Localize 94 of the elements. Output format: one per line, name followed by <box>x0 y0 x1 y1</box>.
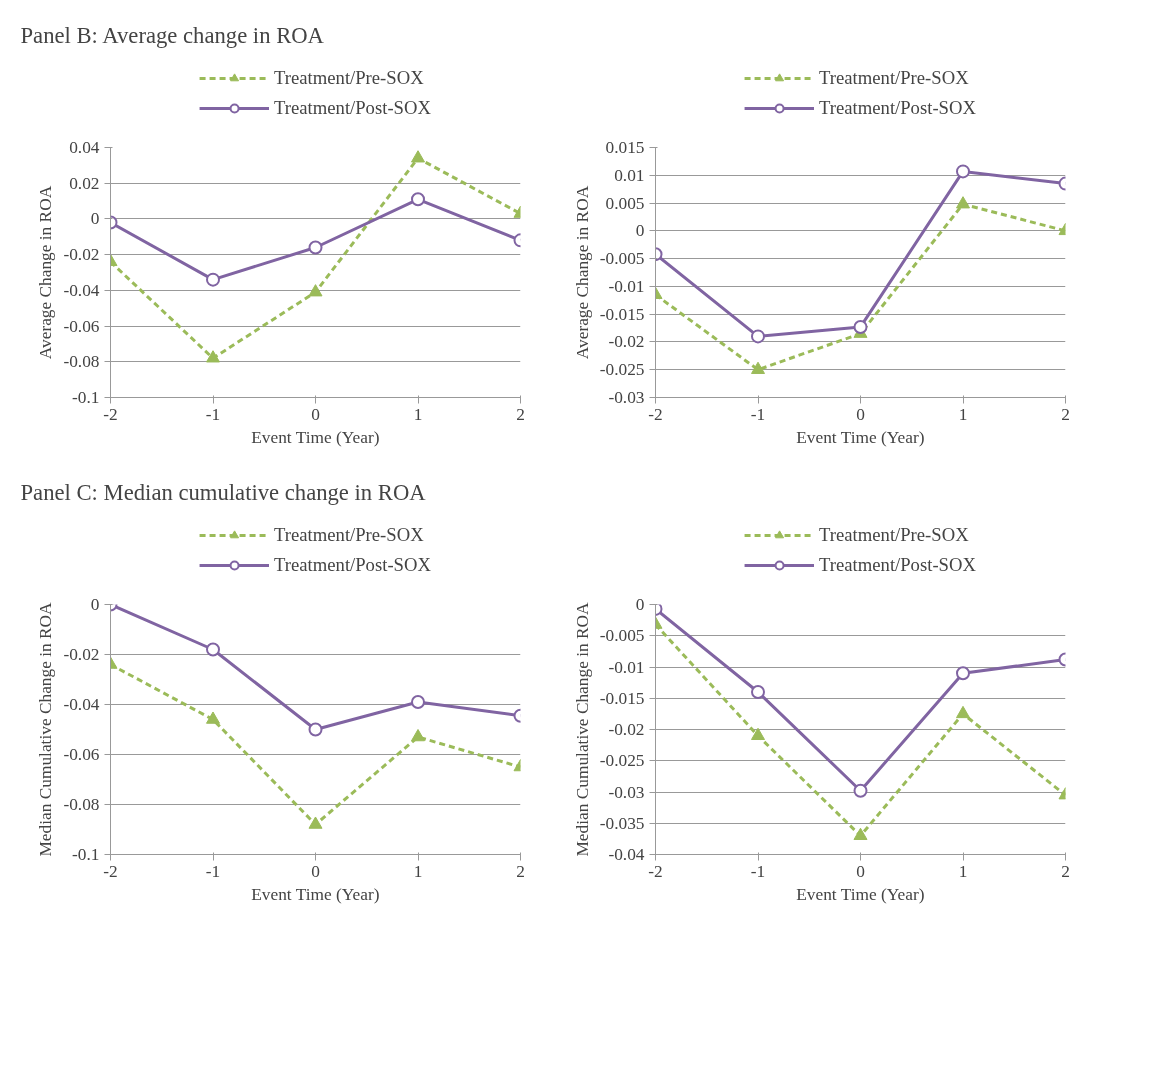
x-axis-title: Event Time (Year) <box>796 884 925 904</box>
y-tick-label: -0.06 <box>63 316 100 336</box>
point <box>853 827 868 840</box>
y-tick-label: 0 <box>635 595 645 614</box>
chart-title: Panel B: Average change in ROA <box>20 22 325 48</box>
point <box>308 240 323 255</box>
y-tick-label: 0 <box>635 221 645 241</box>
y-tick-label: -0.04 <box>63 695 100 714</box>
y-tick-label: 0.005 <box>605 193 645 213</box>
point <box>206 350 220 363</box>
point <box>206 642 220 657</box>
x-tick-label: -2 <box>103 861 118 881</box>
y-tick-label: -0.1 <box>72 388 100 407</box>
y-tick-label: -0.04 <box>608 845 645 864</box>
y-tick-label: 0 <box>90 209 100 229</box>
y-tick-label: -0.01 <box>608 276 645 296</box>
legend-label: Treatment/Post-SOX <box>819 96 976 119</box>
point <box>956 705 970 719</box>
y-tick-label: 0.02 <box>69 173 100 193</box>
x-axis-title: Event Time (Year) <box>251 884 380 904</box>
x-tick-label: -2 <box>103 404 118 424</box>
legend-label: Treatment/Pre-SOX <box>819 66 969 89</box>
y-tick-label: -0.02 <box>63 645 100 664</box>
y-tick-label: -0.005 <box>599 249 645 269</box>
y-axis-title: Median Cumulative Change in ROA <box>572 601 592 857</box>
y-tick-label: 0.015 <box>605 138 645 157</box>
point <box>956 666 970 681</box>
point <box>308 284 323 297</box>
point <box>411 150 425 163</box>
point <box>751 685 765 699</box>
point <box>956 164 970 179</box>
x-tick-label: 2 <box>516 861 525 881</box>
point <box>751 329 765 344</box>
x-tick-label: 0 <box>856 404 865 424</box>
y-axis-title: Average Change in ROA <box>572 185 592 360</box>
point <box>956 196 970 209</box>
x-tick-label: 2 <box>1061 404 1070 424</box>
y-tick-label: 0.01 <box>614 165 645 185</box>
y-tick-label: -0.02 <box>608 720 645 739</box>
y-axis-title: Average Change in ROA <box>36 185 56 360</box>
x-tick-label: 1 <box>413 404 423 424</box>
point <box>853 319 868 334</box>
y-tick-label: -0.01 <box>608 657 645 677</box>
y-tick-label: -0.02 <box>63 245 100 265</box>
x-tick-label: 1 <box>958 404 968 424</box>
x-axis-title: Event Time (Year) <box>251 427 380 447</box>
x-tick-label: -1 <box>750 861 766 881</box>
y-tick-label: -0.035 <box>599 813 645 833</box>
x-tick-label: -1 <box>205 861 221 881</box>
y-tick-label: -0.08 <box>63 795 100 814</box>
x-tick-label: 2 <box>516 404 525 424</box>
y-tick-label: -0.005 <box>599 626 645 646</box>
x-tick-label: -2 <box>648 861 663 881</box>
x-tick-label: 1 <box>413 861 423 881</box>
x-tick-label: -2 <box>648 404 663 424</box>
y-tick-label: -0.03 <box>608 388 645 407</box>
x-tick-label: 2 <box>1061 861 1070 881</box>
point <box>411 728 425 742</box>
point <box>751 361 765 374</box>
y-tick-label: -0.06 <box>63 745 100 764</box>
legend-label: Treatment/Pre-SOX <box>819 523 969 546</box>
point <box>206 272 220 287</box>
legend-label: Treatment/Post-SOX <box>274 96 431 119</box>
legend-label: Treatment/Pre-SOX <box>274 523 424 546</box>
x-tick-label: 1 <box>958 861 968 881</box>
y-tick-label: 0.04 <box>69 138 100 157</box>
y-tick-label: -0.03 <box>608 782 645 802</box>
y-tick-label: -0.02 <box>608 332 645 352</box>
point <box>411 192 425 207</box>
y-tick-label: 0 <box>90 595 100 614</box>
x-tick-label: 0 <box>311 404 320 424</box>
y-tick-label: -0.015 <box>599 304 645 324</box>
legend-label: Treatment/Post-SOX <box>819 553 976 576</box>
point <box>853 783 868 798</box>
y-tick-label: -0.08 <box>63 352 100 372</box>
point <box>308 816 323 829</box>
y-tick-label: -0.025 <box>599 751 645 771</box>
legend-label: Treatment/Pre-SOX <box>274 66 424 89</box>
legend-label: Treatment/Post-SOX <box>274 553 431 576</box>
point <box>308 722 323 737</box>
y-tick-label: -0.04 <box>63 280 100 300</box>
y-tick-label: -0.015 <box>599 688 645 708</box>
chart-title: Panel C: Median cumulative change in ROA <box>20 479 427 505</box>
x-tick-label: 0 <box>311 861 320 881</box>
x-tick-label: 0 <box>856 861 865 881</box>
x-axis-title: Event Time (Year) <box>796 427 925 447</box>
point <box>751 727 765 740</box>
y-tick-label: -0.025 <box>599 360 645 380</box>
y-tick-label: -0.1 <box>72 845 100 864</box>
point <box>206 711 220 724</box>
x-tick-label: -1 <box>750 404 766 424</box>
x-tick-label: -1 <box>205 404 221 424</box>
point <box>411 695 425 709</box>
y-axis-title: Median Cumulative Change in ROA <box>36 601 56 857</box>
